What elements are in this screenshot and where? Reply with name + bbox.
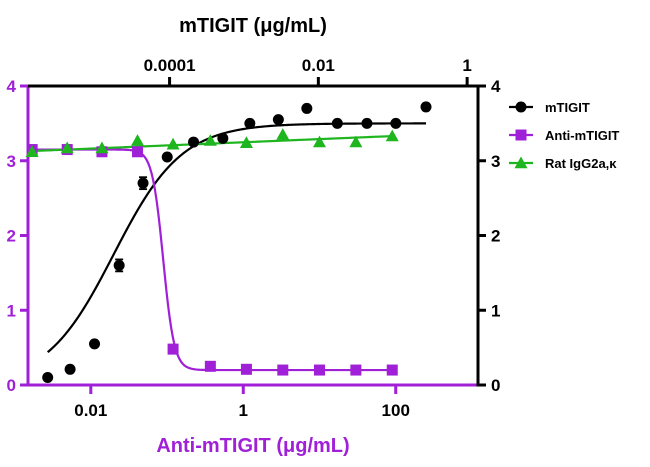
mtigit-point	[161, 151, 173, 163]
anti-mtigit-point	[132, 146, 144, 158]
rat-igg2a-point	[131, 134, 145, 146]
anti-mtigit-point	[350, 364, 362, 376]
legend-marker-rat-igg2a	[514, 156, 528, 169]
right-y-tick-label: 3	[491, 152, 500, 171]
legend-label-anti-mtigit: Anti-mTIGIT	[545, 128, 619, 143]
anti-mtigit-point	[204, 360, 216, 372]
mtigit-point	[390, 117, 402, 129]
legend-marker-anti-mtigit	[515, 129, 527, 141]
mtigit-point	[113, 259, 125, 271]
rat-igg2a-point	[60, 141, 74, 154]
top-x-axis-title: mTIGIT (μg/mL)	[179, 15, 327, 37]
rat-igg2a-point	[239, 136, 253, 149]
anti-mtigit-point	[167, 343, 179, 355]
left-y-tick-label: 4	[7, 77, 17, 96]
mtigit-fit-line	[46, 122, 426, 354]
mtigit-point	[272, 114, 284, 126]
bottom-x-tick-label: 0.01	[74, 401, 107, 420]
mtigit-point	[64, 363, 76, 375]
bottom-x-axis-title: Anti-mTIGIT (μg/mL)	[156, 435, 349, 457]
right-y-tick-label: 4	[491, 77, 501, 96]
left-y-tick-label: 0	[7, 376, 16, 395]
legend-label-rat-igg2a: Rat IgG2a,κ	[545, 156, 617, 171]
left-y-tick-label: 2	[7, 227, 16, 246]
mtigit-point	[361, 117, 373, 129]
mtigit-point	[420, 101, 432, 113]
rat-igg2a-point	[203, 134, 217, 146]
fit-curves	[32, 122, 426, 372]
mtigit-point	[331, 117, 343, 129]
mtigit-point	[188, 136, 200, 148]
data-points	[25, 101, 432, 384]
anti-mtigit-point	[314, 364, 326, 376]
bottom-x-tick-label: 100	[382, 401, 410, 420]
rat-igg2a-point	[349, 135, 363, 148]
mtigit-point	[137, 177, 149, 189]
anti-mtigit-point	[240, 363, 252, 375]
top-x-tick-label: 0.0001	[144, 56, 196, 75]
mtigit-point	[301, 102, 313, 114]
axis-ticks: 0 1 2 3 4 0 1 2 3 4 0.01 1 100 0.0001 0.01 1	[7, 56, 501, 420]
legend-label-mtigit: mTIGIT	[545, 100, 590, 115]
top-x-tick-label: 1	[462, 56, 471, 75]
mtigit-point	[217, 132, 229, 144]
right-y-tick-label: 1	[491, 301, 500, 320]
bottom-x-tick-label: 1	[239, 401, 248, 420]
rat-igg2a-point	[25, 145, 39, 157]
mtigit-point	[89, 338, 101, 350]
left-y-tick-label: 1	[7, 301, 16, 320]
legend: mTIGIT Anti-mTIGIT Rat IgG2a,κ	[509, 100, 619, 171]
anti-mtigit-point	[386, 364, 398, 376]
rat-igg2a-point	[95, 141, 109, 154]
mtigit-point	[244, 117, 256, 129]
top-x-tick-label: 0.01	[302, 56, 335, 75]
right-y-tick-label: 2	[491, 227, 500, 246]
rat-igg2a-point	[313, 135, 327, 148]
anti-mtigit-fit-line	[32, 148, 393, 372]
anti-mtigit-point	[277, 364, 289, 376]
left-y-tick-label: 3	[7, 152, 16, 171]
rat-igg2a-point	[166, 137, 180, 150]
right-y-tick-label: 0	[491, 376, 500, 395]
rat-igg2a-point	[276, 128, 290, 140]
legend-marker-mtigit	[515, 101, 527, 113]
rat-igg2a-point	[385, 129, 399, 142]
mtigit-point	[42, 372, 54, 384]
